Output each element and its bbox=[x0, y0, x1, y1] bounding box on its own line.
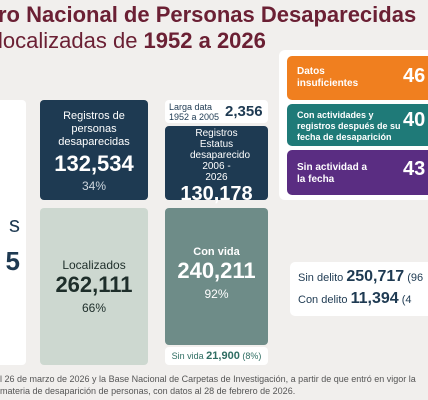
value: 2,356 bbox=[225, 103, 263, 120]
label: Sin vida bbox=[171, 351, 204, 361]
estatus-card: Registros Estatus desaparecido 2006 - 20… bbox=[165, 126, 268, 205]
desaparecidas-card: Registros de personas desaparecidas 132,… bbox=[40, 100, 148, 200]
subtitle-text: localizadas de bbox=[0, 28, 144, 53]
subtitle-years: 1952 a 2026 bbox=[143, 28, 266, 53]
percent: (4 bbox=[401, 294, 412, 306]
larga-data-card: Larga data 1952 a 2005 2,356 bbox=[165, 100, 268, 123]
label: Larga data 1952 a 2005 bbox=[169, 102, 220, 122]
percent: 66% bbox=[81, 301, 107, 315]
value: 130,178 bbox=[180, 183, 253, 205]
label: Sin delito bbox=[298, 272, 344, 284]
label: Con vida bbox=[193, 246, 240, 258]
label: Sin actividad a la fecha bbox=[297, 162, 368, 185]
percent: (96 bbox=[407, 272, 424, 284]
total-value: 5 bbox=[5, 246, 20, 276]
label: Localizados bbox=[62, 258, 126, 272]
footer-line: l 26 de marzo de 2026 y la Base Nacional… bbox=[0, 374, 416, 384]
delito-card: Sin delito 250,717 (96 Con delito 11,394… bbox=[290, 262, 428, 316]
percent: 34% bbox=[81, 179, 107, 193]
sin-actividad-card: Sin actividad a la fecha 43 bbox=[287, 150, 428, 195]
footer: l 26 de marzo de 2026 y la Base Nacional… bbox=[0, 373, 416, 397]
value: 46 bbox=[403, 65, 426, 87]
sin-vida-card: Sin vida 21,900 (8%) bbox=[165, 347, 268, 365]
value: 240,211 bbox=[177, 258, 256, 283]
label: Con delito bbox=[298, 294, 348, 306]
total-label: s bbox=[9, 212, 20, 237]
label: Con actividades y registros después de s… bbox=[297, 110, 401, 142]
total-card: s 5 bbox=[0, 100, 26, 365]
datos-card: Datos insuficientes 46 bbox=[287, 56, 428, 100]
value: 43 bbox=[403, 158, 426, 180]
localizados-card: Localizados 262,111 66% bbox=[40, 208, 148, 365]
label: Registros de personas desaparecidas bbox=[58, 110, 130, 148]
value: 262,111 bbox=[55, 272, 133, 297]
percent: 92% bbox=[204, 287, 229, 301]
con-vida-card: Con vida 240,211 92% bbox=[165, 208, 268, 345]
con-delito: Con delito 11,394 (4 bbox=[298, 290, 412, 308]
subtitle: localizadas de 1952 a 2026 bbox=[0, 28, 266, 54]
value: 132,534 bbox=[54, 151, 134, 176]
percent: (8%) bbox=[242, 351, 262, 361]
sin-delito: Sin delito 250,717 (96 bbox=[298, 268, 423, 286]
title: ro Nacional de Personas Desaparecidas bbox=[0, 2, 417, 27]
footer-line: materia de desaparición de personas, con… bbox=[0, 386, 296, 396]
label: Registros Estatus desaparecido 2006 - 20… bbox=[190, 128, 251, 183]
value: 40 bbox=[403, 109, 426, 131]
value: 21,900 bbox=[206, 350, 240, 362]
actividades-card: Con actividades y registros después de s… bbox=[287, 104, 428, 146]
value: 250,717 bbox=[346, 268, 405, 285]
label: Datos insuficientes bbox=[297, 66, 359, 89]
value: 11,394 bbox=[350, 290, 399, 307]
